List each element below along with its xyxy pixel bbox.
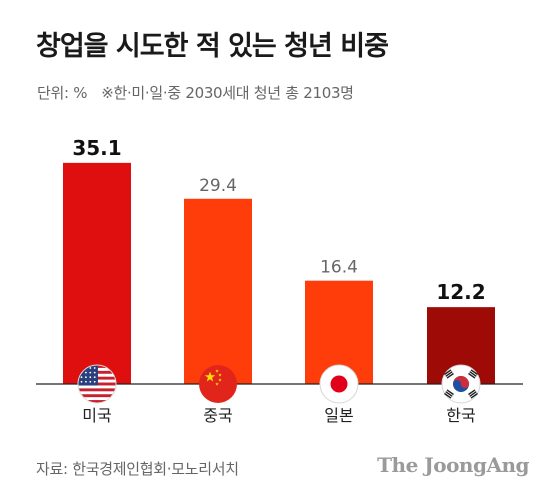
korea-flag-icon (441, 364, 481, 404)
bar-1 (63, 162, 131, 384)
unit-label: 단위: % (37, 84, 88, 102)
china-flag-icon (199, 365, 237, 403)
value-label-2: 29.4 (199, 176, 237, 196)
category-label-1: 미국 (82, 406, 111, 425)
brand-logo: The JoongAng (377, 453, 529, 477)
category-label-4: 한국 (446, 406, 475, 425)
sample-note: ※한·미·일·중 2030세대 청년 총 2103명 (101, 84, 354, 102)
bar-2 (184, 198, 252, 384)
category-label-3: 일본 (324, 406, 353, 425)
value-label-3: 16.4 (320, 258, 358, 278)
value-label-4: 12.2 (436, 280, 485, 304)
source-note: 자료: 한국경제인협회·모노리서치 (36, 460, 239, 478)
chart-title: 창업을 시도한 적 있는 청년 비중 (36, 31, 389, 62)
category-label-2: 중국 (203, 406, 232, 425)
usa-flag-icon (77, 364, 117, 404)
value-label-1: 35.1 (72, 136, 121, 160)
chart-subtitle: 단위: % ※한·미·일·중 2030세대 청년 총 2103명 (37, 82, 354, 103)
japan-flag-icon (319, 364, 359, 404)
